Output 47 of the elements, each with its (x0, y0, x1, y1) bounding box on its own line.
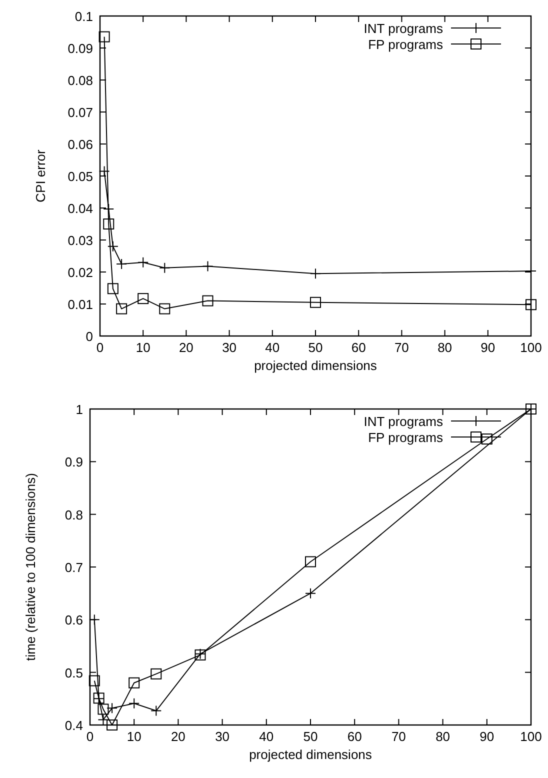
x-tick-label: 80 (436, 729, 450, 744)
legend-label: INT programs (364, 21, 444, 36)
y-tick-label: 0 (86, 329, 93, 344)
y-axis-title: time (relative to 100 dimensions) (23, 473, 38, 661)
x-tick-label: 0 (96, 340, 104, 355)
x-tick-label: 30 (222, 340, 237, 355)
x-axis-title: projected dimensions (254, 358, 378, 373)
x-axis-title: projected dimensions (249, 747, 372, 762)
y-tick-label: 0.5 (64, 665, 83, 680)
legend-label: FP programs (368, 430, 444, 445)
x-tick-label: 80 (438, 340, 452, 355)
legend-label: INT programs (364, 414, 444, 429)
x-tick-label: 50 (308, 340, 323, 355)
x-tick-label: 100 (520, 340, 542, 355)
x-tick-label: 20 (178, 340, 194, 355)
y-tick-label: 0.04 (68, 201, 93, 216)
y-tick-label: 0.7 (64, 560, 83, 575)
y-tick-label: 0.07 (68, 105, 93, 120)
x-tick-label: 10 (136, 340, 150, 355)
x-tick-label: 100 (520, 729, 542, 744)
y-tick-label: 0.09 (68, 41, 93, 56)
y-tick-label: 0.01 (68, 297, 93, 312)
y-tick-label: 0.03 (68, 233, 93, 248)
x-tick-label: 90 (480, 729, 494, 744)
x-tick-label: 40 (265, 340, 280, 355)
y-tick-label: 1 (76, 402, 83, 417)
y-tick-label: 0.02 (68, 265, 93, 280)
x-tick-label: 40 (259, 729, 274, 744)
x-tick-label: 70 (391, 729, 406, 744)
y-tick-label: 0.4 (64, 718, 83, 733)
y-tick-label: 0.08 (68, 73, 93, 88)
y-axis-title: CPI error (33, 148, 48, 202)
y-tick-label: 0.06 (68, 137, 93, 152)
y-tick-label: 0.8 (64, 507, 83, 522)
y-tick-label: 0.6 (64, 612, 83, 628)
x-tick-label: 60 (347, 729, 362, 744)
y-tick-label: 0.9 (64, 454, 83, 470)
legend-label: FP programs (368, 37, 444, 52)
x-tick-label: 90 (480, 340, 496, 355)
y-tick-label: 0.1 (74, 9, 93, 24)
x-tick-label: 10 (126, 729, 142, 744)
x-tick-label: 60 (351, 340, 366, 355)
x-tick-label: 20 (170, 729, 186, 744)
y-tick-label: 0.05 (68, 169, 93, 184)
x-tick-label: 30 (215, 729, 230, 744)
x-tick-label: 70 (394, 340, 409, 355)
x-tick-label: 50 (303, 729, 318, 744)
